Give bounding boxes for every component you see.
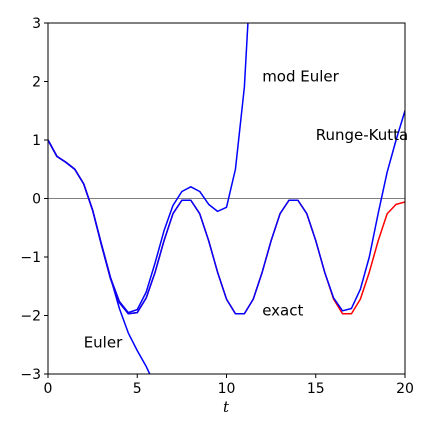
x-tick-label: 10 <box>218 381 236 397</box>
y-tick-label: 2 <box>32 75 41 91</box>
x-tick-label: 5 <box>133 381 142 397</box>
ticks-layer: 0 5 10 15 20 −3 −2 −1 0 1 2 3 <box>20 16 414 397</box>
annotation-label: Runge-Kutta <box>316 126 408 144</box>
series-layer <box>48 23 405 374</box>
x-tick-label: 20 <box>396 381 414 397</box>
y-tick-label: 3 <box>32 16 41 32</box>
y-tick-label: 0 <box>32 192 41 208</box>
y-tick-label: −1 <box>20 250 41 266</box>
y-tick-label: −2 <box>20 309 41 325</box>
y-tick-label: 1 <box>32 133 41 149</box>
annotation-label: exact <box>262 302 303 320</box>
series-line-mod-euler <box>48 23 249 314</box>
series-line-exact <box>48 139 405 315</box>
x-tick-label: 0 <box>44 381 53 397</box>
series-line-runge-kutta <box>48 110 405 315</box>
annotation-label: Euler <box>84 334 123 352</box>
x-tick-label: 15 <box>307 381 325 397</box>
annotation-label: mod Euler <box>262 68 339 86</box>
annotations-layer: mod Euler Runge-Kutta exact Euler <box>84 68 409 352</box>
x-axis-title: t <box>223 398 230 416</box>
y-tick-label: −3 <box>20 367 41 383</box>
